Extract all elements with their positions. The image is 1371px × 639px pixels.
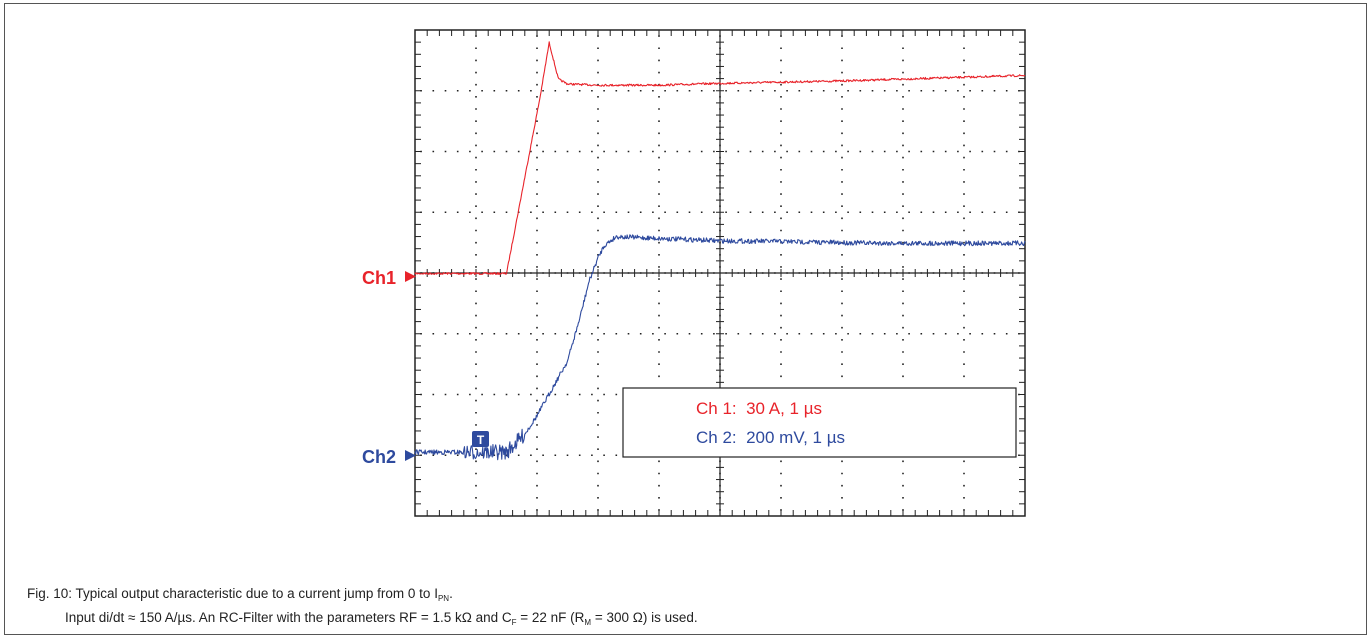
caption-line-1: Fig. 10: Typical output characteristic d… (27, 584, 698, 608)
legend-box (622, 387, 1017, 458)
ch1-arrow-icon (405, 271, 416, 282)
ch1-marker: Ch1 (362, 268, 396, 288)
grid (414, 29, 1026, 517)
caption-text: = 22 nF (R (516, 610, 585, 625)
caption-text: Fig. 10: Typical output characteristic d… (27, 586, 438, 601)
caption-text: = 300 Ω) is used. (591, 610, 698, 625)
oscilloscope-chart: Ch1 Ch2 T Ch 1: 30 A, 1 µs Ch 2: 200 mV,… (362, 29, 1026, 517)
trigger-label: T (477, 433, 485, 447)
trigger-icon: T (472, 431, 489, 447)
legend-entry-ch1: Ch 1: 30 A, 1 µs (696, 399, 822, 418)
legend: Ch 1: 30 A, 1 µs Ch 2: 200 mV, 1 µs (622, 387, 1017, 458)
ch2-marker: Ch2 (362, 447, 396, 467)
caption-sub: F (511, 618, 517, 627)
caption-text: Input di/dt ≈ 150 A/µs. An RC-Filter wit… (65, 610, 512, 625)
legend-entry-ch2: Ch 2: 200 mV, 1 µs (696, 428, 845, 447)
figure-caption: Fig. 10: Typical output characteristic d… (27, 584, 698, 632)
figure-frame (4, 3, 1367, 635)
series-line-ch-2 (414, 234, 1026, 461)
series-line-ch-1 (414, 41, 1026, 276)
ch2-arrow-icon (405, 450, 416, 461)
traces (414, 41, 1026, 461)
caption-line-2: Input di/dt ≈ 150 A/µs. An RC-Filter wit… (27, 608, 698, 632)
caption-sub: M (584, 618, 592, 627)
caption-text: . (449, 586, 453, 601)
caption-sub: PN (437, 594, 450, 603)
